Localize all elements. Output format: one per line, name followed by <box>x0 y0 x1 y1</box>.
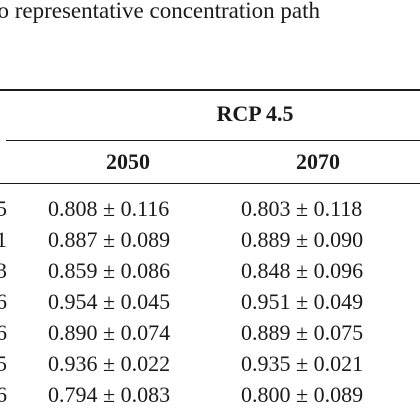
group-rule <box>6 140 420 141</box>
row-lead-cell: 5 <box>0 351 7 376</box>
cell-2070: 0.848 ± 0.096 <box>241 258 364 283</box>
row-lead-cell: 3 <box>0 258 7 283</box>
rcp-group-header: RCP 4.5 <box>216 101 294 126</box>
cell-2070: 0.951 ± 0.049 <box>241 289 364 314</box>
row-lead-cell: 6 <box>0 289 7 314</box>
year-header-2050: 2050 <box>106 149 150 174</box>
header-rule <box>0 183 420 184</box>
cell-2070: 0.803 ± 0.118 <box>241 196 363 221</box>
cell-2050: 0.936 ± 0.022 <box>48 351 171 376</box>
row-lead-cell: 1 <box>0 227 7 252</box>
cell-2070: 0.889 ± 0.075 <box>241 320 364 345</box>
row-lead-cell: 6 <box>0 382 7 407</box>
cell-2050: 0.794 ± 0.083 <box>48 382 171 407</box>
cell-2050: 0.890 ± 0.074 <box>48 320 171 345</box>
row-lead-cell: 5 <box>0 196 7 221</box>
year-header-2070: 2070 <box>296 149 340 174</box>
cell-2050: 0.859 ± 0.086 <box>48 258 171 283</box>
row-lead-cell: 6 <box>0 320 7 345</box>
cell-2070: 0.800 ± 0.089 <box>241 382 364 407</box>
table-caption: vo representative concentration path <box>0 0 320 23</box>
cell-2070: 0.935 ± 0.021 <box>241 351 364 376</box>
cell-2050: 0.808 ± 0.116 <box>48 196 170 221</box>
top-rule <box>0 89 420 91</box>
cell-2050: 0.954 ± 0.045 <box>48 289 171 314</box>
cell-2050: 0.887 ± 0.089 <box>48 227 171 252</box>
cell-2070: 0.889 ± 0.090 <box>241 227 364 252</box>
